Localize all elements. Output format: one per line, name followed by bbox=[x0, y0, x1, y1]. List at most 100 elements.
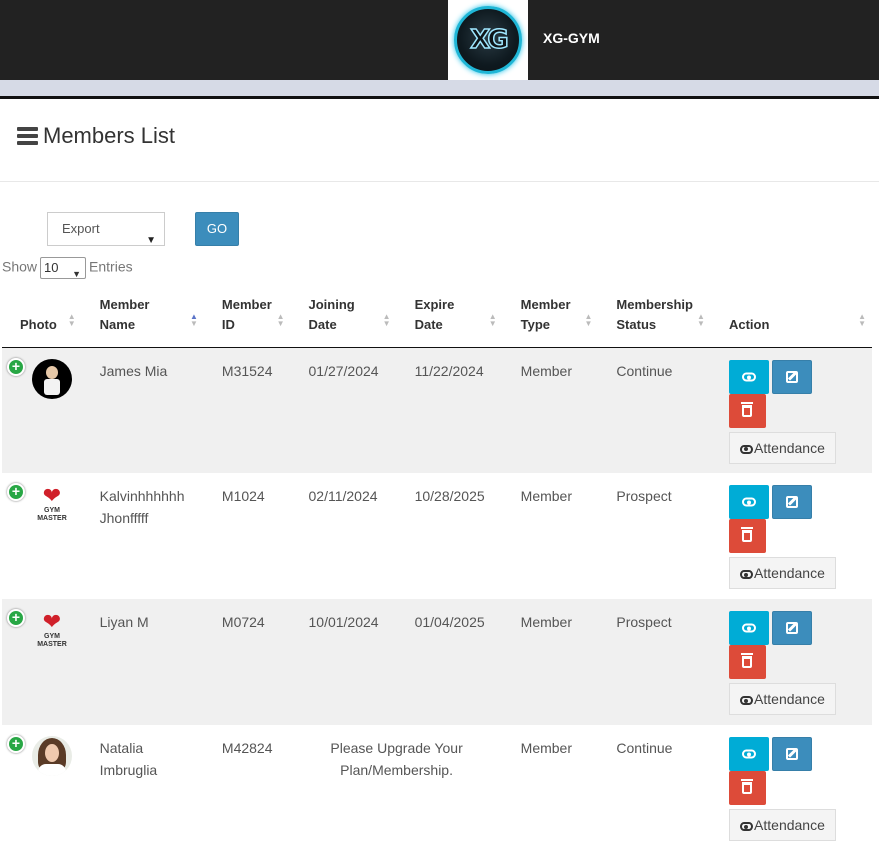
page-title: Members List bbox=[43, 123, 176, 148]
membership-status: Continue bbox=[616, 740, 673, 756]
divider bbox=[0, 96, 879, 99]
col-member-id-line1: Member bbox=[221, 296, 272, 312]
entries-length-control: Show 10 ▼ Entries bbox=[2, 257, 133, 279]
attendance-button[interactable]: Attendance bbox=[728, 683, 836, 715]
view-button[interactable] bbox=[728, 485, 769, 519]
entries-select-value: 10 bbox=[44, 260, 59, 275]
membership-status: Continue bbox=[616, 362, 673, 379]
col-membership-status-line1: Membership bbox=[616, 296, 693, 312]
sort-icon: ▲ ▼ bbox=[488, 311, 497, 328]
trash-icon bbox=[741, 401, 754, 417]
col-expire-date-label: Expire Date bbox=[414, 296, 455, 332]
table-row: + ❤ GYM MASTER Liyan M M0724 10/01/2024 0… bbox=[2, 599, 872, 725]
joining-date: 02/11/2024 bbox=[308, 488, 378, 504]
eye-icon bbox=[741, 623, 756, 633]
sort-icon: ▲ ▼ bbox=[382, 311, 391, 328]
col-membership-status[interactable]: Membership Status ▲ ▼ bbox=[598, 290, 711, 348]
photo-cell: + ❤ GYM MASTER bbox=[2, 473, 82, 599]
member-name: Liyan M bbox=[99, 614, 149, 630]
table-header-row: Photo ▲ ▼ Member Name ▲ ▼ Member ID ▲ ▼ Joining… bbox=[2, 290, 872, 348]
attendance-label: Attendance bbox=[754, 439, 825, 456]
sort-icon: ▲ ▼ bbox=[276, 311, 285, 328]
avatar bbox=[32, 358, 72, 399]
edit-button[interactable] bbox=[771, 737, 812, 771]
col-member-type-line2: Type bbox=[520, 316, 551, 332]
view-button[interactable] bbox=[728, 611, 769, 645]
logo-emblem: XG bbox=[454, 6, 522, 74]
expire-date: 11/22/2024 bbox=[414, 362, 484, 379]
member-id: M1024 bbox=[221, 488, 265, 504]
top-navbar: XG XG-GYM bbox=[0, 0, 879, 80]
col-member-type[interactable]: Member Type ▲ ▼ bbox=[502, 290, 599, 348]
action-cell: Attendance bbox=[711, 347, 872, 473]
edit-icon bbox=[785, 748, 798, 760]
member-name: Kalvinhhhhhh Jhonfffff bbox=[99, 488, 185, 526]
gym-logo-text: GYM MASTER bbox=[37, 633, 67, 648]
view-button[interactable] bbox=[728, 359, 769, 394]
hamburger-icon[interactable] bbox=[17, 127, 38, 145]
entries-select[interactable]: 10 ▼ bbox=[40, 257, 87, 279]
export-select-value: Export bbox=[62, 221, 100, 236]
member-name: Natalia Imbruglia bbox=[99, 740, 158, 778]
col-member-name[interactable]: Member Name ▲ ▼ bbox=[81, 290, 204, 348]
export-select[interactable]: Export ▼ bbox=[47, 212, 165, 246]
member-id: M31524 bbox=[221, 362, 273, 379]
eye-icon bbox=[741, 749, 756, 759]
col-action-label: Action bbox=[728, 316, 770, 332]
sort-icon: ▲ ▼ bbox=[858, 311, 866, 328]
trash-icon bbox=[741, 779, 754, 794]
eye-icon bbox=[740, 570, 754, 579]
delete-button[interactable] bbox=[728, 771, 766, 805]
sort-icon: ▲ ▼ bbox=[67, 311, 76, 328]
action-cell: Attendance bbox=[711, 599, 872, 725]
delete-button[interactable] bbox=[728, 645, 766, 679]
col-photo-label: Photo bbox=[20, 316, 57, 332]
view-button[interactable] bbox=[728, 737, 769, 771]
chevron-down-icon: ▼ bbox=[72, 269, 82, 279]
expire-date: 10/28/2025 bbox=[414, 488, 485, 504]
col-joining-date-line2: Date bbox=[308, 316, 337, 332]
plus-circle-icon[interactable]: + bbox=[7, 483, 25, 501]
edit-button[interactable] bbox=[771, 485, 812, 519]
col-joining-date[interactable]: Joining Date ▲ ▼ bbox=[290, 290, 397, 348]
col-joining-date-line1: Joining bbox=[308, 296, 355, 312]
trash-icon bbox=[741, 527, 754, 542]
brand-name[interactable]: XG-GYM bbox=[543, 30, 600, 46]
col-expire-date[interactable]: Expire Date ▲ ▼ bbox=[396, 290, 503, 348]
eye-icon bbox=[741, 372, 756, 381]
sub-navbar bbox=[0, 80, 879, 96]
gym-master-logo: ❤ GYM MASTER bbox=[30, 485, 74, 525]
edit-button[interactable] bbox=[771, 359, 812, 394]
table-row: + ❤ GYM MASTER Kalvinhhhhhh Jhonfffff M10… bbox=[2, 473, 872, 599]
gym-logo-text: GYM MASTER bbox=[37, 507, 67, 522]
col-photo[interactable]: Photo ▲ ▼ bbox=[2, 290, 82, 348]
col-member-name-label: Member Name bbox=[99, 296, 150, 332]
edit-icon bbox=[785, 622, 798, 634]
attendance-button[interactable]: Attendance bbox=[728, 431, 836, 464]
delete-button[interactable] bbox=[728, 393, 766, 428]
membership-status: Prospect bbox=[616, 614, 672, 630]
member-id: M42824 bbox=[221, 740, 273, 756]
eye-icon bbox=[740, 444, 754, 454]
plus-circle-icon[interactable]: + bbox=[7, 357, 25, 376]
attendance-button[interactable]: Attendance bbox=[728, 557, 836, 589]
member-type: Member bbox=[520, 614, 573, 630]
eye-icon bbox=[740, 822, 754, 831]
delete-button[interactable] bbox=[728, 519, 766, 553]
brand-logo[interactable]: XG bbox=[448, 0, 528, 80]
edit-icon bbox=[785, 496, 798, 508]
trash-icon bbox=[741, 653, 754, 668]
plus-circle-icon[interactable]: + bbox=[7, 735, 25, 753]
member-type: Member bbox=[520, 740, 573, 756]
member-type: Member bbox=[520, 362, 573, 379]
col-membership-status-line2: Status bbox=[616, 316, 657, 332]
col-member-id[interactable]: Member ID ▲ ▼ bbox=[203, 290, 291, 348]
attendance-button[interactable]: Attendance bbox=[728, 809, 836, 841]
eye-icon bbox=[741, 497, 756, 507]
go-button[interactable]: GO bbox=[195, 212, 239, 246]
edit-button[interactable] bbox=[771, 611, 812, 645]
plus-circle-icon[interactable]: + bbox=[7, 609, 25, 627]
edit-icon bbox=[785, 370, 798, 383]
col-member-type-line1: Member bbox=[520, 296, 571, 312]
col-action[interactable]: Action ▲ ▼ bbox=[710, 290, 872, 348]
